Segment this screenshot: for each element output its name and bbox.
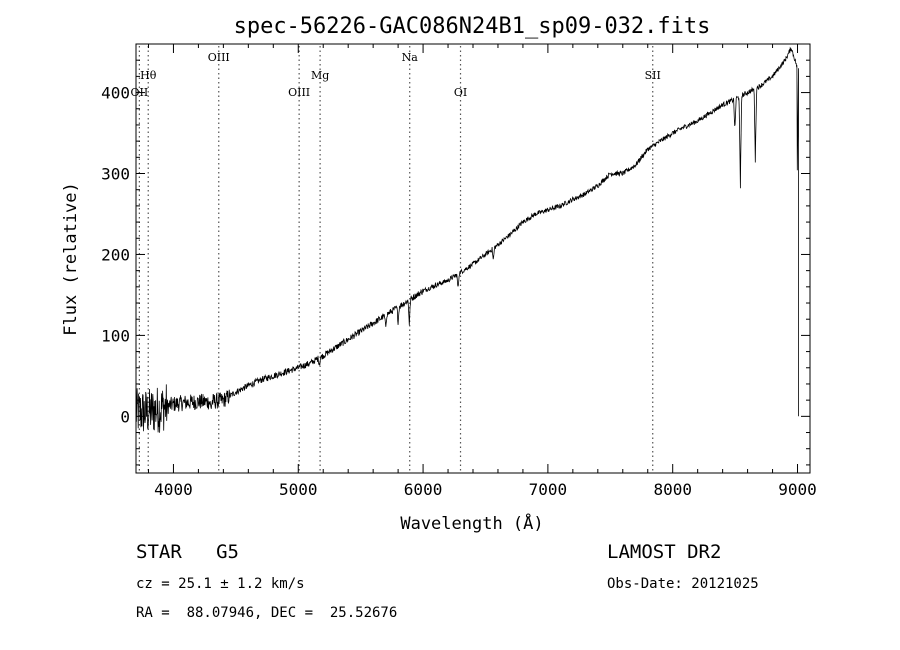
x-tick-label: 5000 — [279, 480, 318, 499]
spectral-line-label: OIII — [288, 86, 310, 99]
chart-title: spec-56226-GAC086N24B1_sp09-032.fits — [234, 14, 711, 39]
redshift-velocity: cz = 25.1 ± 1.2 km/s — [136, 576, 305, 592]
y-tick-label: 0 — [120, 407, 130, 426]
axis-layer: 4000 5000 6000 7000 8000 9000 0 100 200 300 400 — [101, 44, 817, 499]
x-tick-label: 6000 — [404, 480, 443, 499]
spectral-line-label: Hθ — [140, 69, 157, 82]
spectral-line-label: OI — [454, 86, 467, 99]
spectral-line-label: SII — [645, 69, 661, 82]
x-tick-label: 9000 — [778, 480, 817, 499]
x-tick-label: 7000 — [529, 480, 568, 499]
spectral-line-label: Na — [402, 51, 419, 64]
x-tick-label: 4000 — [154, 480, 193, 499]
x-tick-label: 8000 — [653, 480, 692, 499]
spectrum-line — [135, 46, 799, 433]
observation-date: Obs-Date: 20121025 — [607, 576, 759, 592]
plot-frame — [135, 43, 811, 474]
spectral-line-label: OIII — [208, 51, 230, 64]
y-tick-label: 200 — [101, 245, 130, 264]
spectral-line-label: Mg — [311, 69, 329, 82]
x-axis-label: Wavelength (Å) — [400, 512, 543, 534]
spectrum-layer — [135, 46, 799, 433]
y-tick-label: 100 — [101, 326, 130, 345]
y-tick-label: 300 — [101, 165, 130, 184]
y-tick-label: 400 — [101, 84, 130, 103]
spectrum-chart: spec-56226-GAC086N24B1_sp09-032.fits Hθ O… — [61, 14, 817, 534]
survey-name: LAMOST DR2 — [607, 541, 722, 563]
object-class: STAR G5 — [136, 541, 239, 563]
y-axis-label: Flux (relative) — [61, 182, 81, 336]
sky-coordinates: RA = 88.07946, DEC = 25.52676 — [136, 605, 398, 621]
